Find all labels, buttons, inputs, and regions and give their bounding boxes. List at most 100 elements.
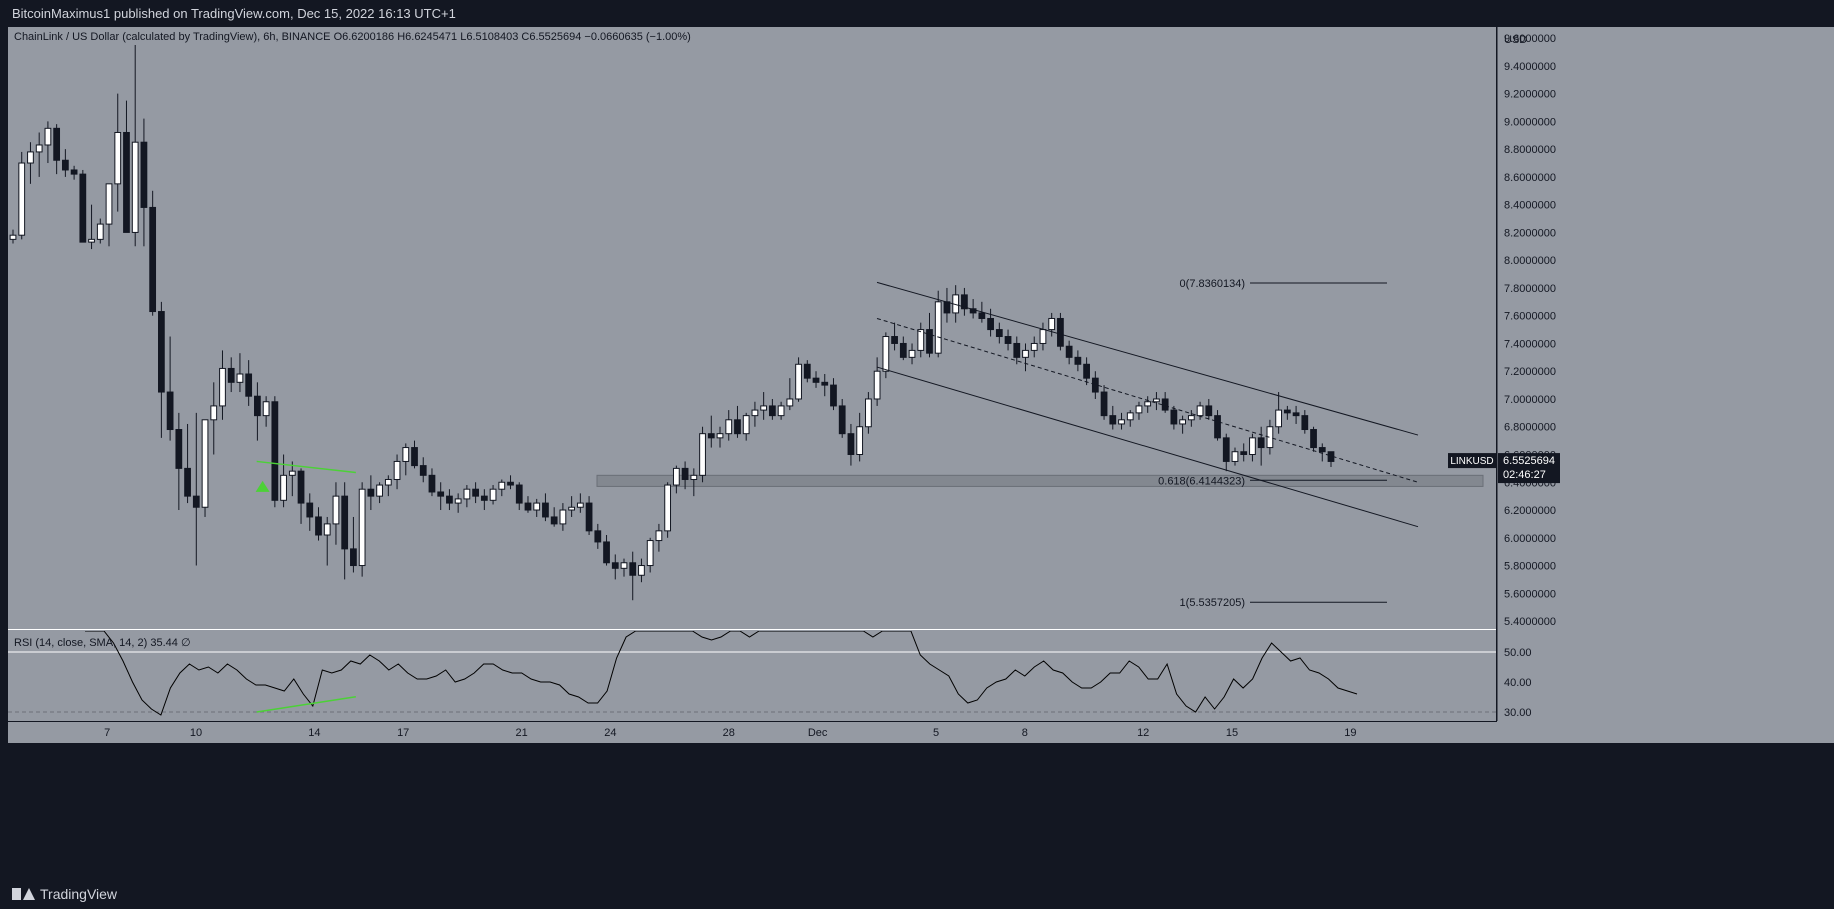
y-tick-label: 7.0000000 [1504,394,1556,406]
candle-down [542,502,549,518]
candle-down [123,131,130,233]
candle-up [1126,412,1134,421]
candle-up [760,405,768,411]
legend-o-label: O [334,31,343,43]
x-tick-label: 8 [1022,727,1028,739]
candle-up [1153,398,1160,403]
candle-up [454,498,462,504]
x-tick-label: 17 [397,727,409,739]
candle-down [838,405,846,435]
x-tick-label: 21 [515,727,527,739]
candle-down [79,173,87,243]
footer-bar: TradingView [0,880,1834,909]
y-tick-label: 6.2000000 [1504,505,1556,517]
x-tick-label: 5 [933,727,939,739]
x-tick-label: 10 [190,727,202,739]
countdown-label: 02:46:27 [1503,469,1546,481]
candle-down [681,467,689,480]
candle-down [603,541,610,564]
rsi-legend: RSI (14, close, SMA, 14, 2) 35.44 ∅ [14,637,191,649]
candle-down [1161,398,1169,411]
publish-info: BitcoinMaximus1 published on TradingView… [12,6,456,21]
price-axis-background [1497,27,1834,721]
rsi-value: 35.44 [150,637,181,649]
candle-up [358,488,366,567]
candle-down [550,516,558,525]
candle-up [332,495,340,525]
candle-up [114,131,122,185]
candle-up [131,141,139,233]
candle-down [306,502,314,518]
candle-up [1030,342,1038,351]
candle-down [707,433,715,439]
candle-down [446,495,453,504]
rsi-tick-label: 50.00 [1504,647,1532,659]
rsi-extra: ∅ [181,637,191,649]
candle-up [646,540,654,567]
candle-down [149,206,157,313]
currency-label: USD [1504,34,1527,46]
y-tick-label: 8.6000000 [1504,172,1556,184]
axis-corner [1497,721,1834,743]
candle-down [350,548,357,567]
candle-up [1196,405,1204,417]
candle-down [254,395,261,417]
candle-up [489,488,497,501]
candle-up [288,470,296,476]
candle-up [672,467,680,486]
candle-up [1135,405,1143,414]
candle-up [699,433,706,476]
candle-down [830,384,837,407]
candle-down [978,312,986,319]
candle-down [61,159,69,171]
candle-up [1144,401,1152,407]
tradingview-logo[interactable]: TradingView [12,886,117,902]
candle-down [1100,391,1108,417]
candle-down [524,502,532,511]
candle-down [1301,415,1309,431]
candle-up [498,481,506,490]
candle-down [1074,356,1082,365]
candle-down [1310,429,1317,449]
candle-down [428,474,436,493]
legend-l-label: L [460,31,466,43]
y-tick-label: 8.2000000 [1504,227,1556,239]
candle-down [734,419,741,435]
candle-down [472,488,479,497]
candle-down [227,367,235,383]
legend-c-value: 6.5525694 [529,31,584,43]
candle-down [926,329,933,354]
candle-down [611,562,619,569]
candle-up [105,183,113,225]
candle-down [995,329,1003,338]
y-tick-label: 9.6000000 [1504,33,1556,45]
candle-down [1091,377,1099,393]
candle-up [1249,437,1256,456]
candle-up [742,415,750,435]
x-tick-label: 19 [1344,727,1356,739]
bullish-arrow-icon [255,480,270,492]
legend-h-value: 6.6245471 [405,31,460,43]
candle-down [1257,437,1265,449]
rsi-line [85,631,1358,716]
candle-down [166,391,174,431]
candle-up [716,433,724,439]
y-tick-label: 8.8000000 [1504,144,1556,156]
fib-level-label: 1(5.5357205) [1180,597,1245,609]
candle-down [594,530,602,543]
y-tick-label: 6.0000000 [1504,533,1556,545]
candle-up [323,523,331,536]
candle-up [1118,419,1125,425]
y-tick-label: 5.8000000 [1504,561,1556,573]
candle-down [1240,451,1248,456]
candle-down [1205,405,1213,417]
candle-up [751,409,759,417]
candle-up [393,460,401,480]
price-tag [1498,453,1560,484]
candle-down [1292,412,1300,417]
candle-down [1318,447,1326,453]
candle-up [655,530,663,542]
candle-down [585,502,593,532]
candle-down [507,481,514,486]
